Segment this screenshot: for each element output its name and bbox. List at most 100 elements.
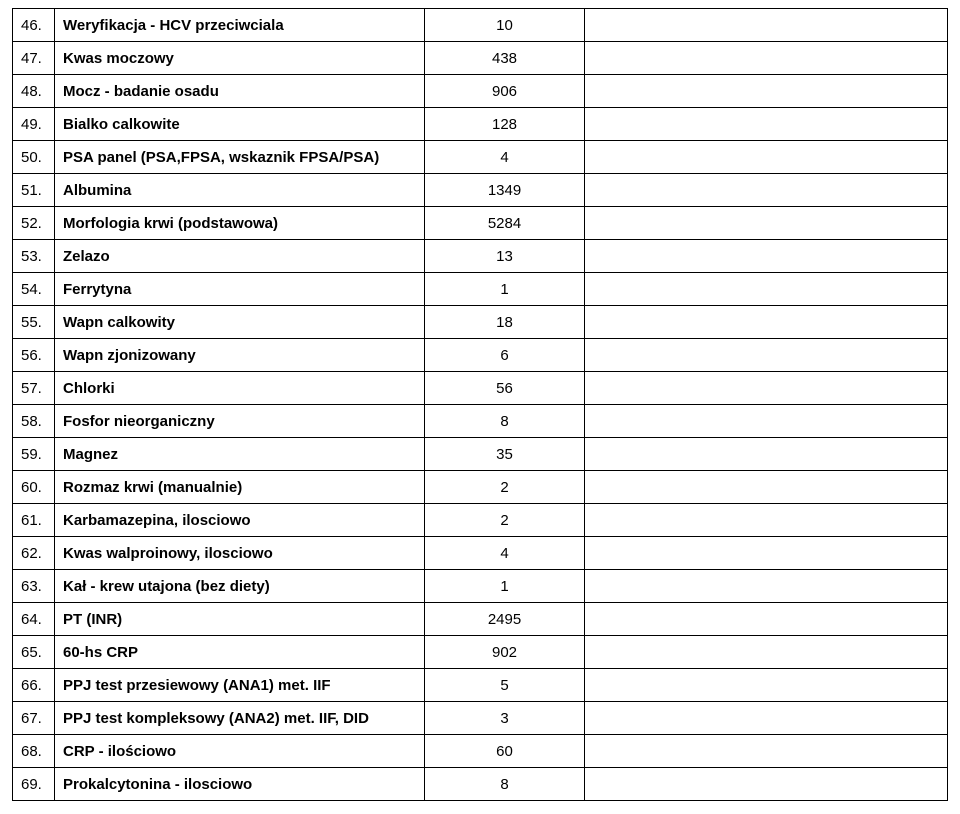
- test-name: Bialko calkowite: [55, 108, 425, 141]
- empty-cell: [585, 108, 948, 141]
- row-number: 67.: [13, 702, 55, 735]
- test-value: 2: [425, 471, 585, 504]
- table-row: 49.Bialko calkowite128: [13, 108, 948, 141]
- test-value: 18: [425, 306, 585, 339]
- table-row: 66.PPJ test przesiewowy (ANA1) met. IIF5: [13, 669, 948, 702]
- test-name: Magnez: [55, 438, 425, 471]
- table-row: 61.Karbamazepina, ilosciowo2: [13, 504, 948, 537]
- table-row: 54.Ferrytyna1: [13, 273, 948, 306]
- table-row: 52.Morfologia krwi (podstawowa)5284: [13, 207, 948, 240]
- row-number: 61.: [13, 504, 55, 537]
- table-row: 68.CRP - ilościowo60: [13, 735, 948, 768]
- row-number: 53.: [13, 240, 55, 273]
- row-number: 62.: [13, 537, 55, 570]
- test-name: PPJ test przesiewowy (ANA1) met. IIF: [55, 669, 425, 702]
- test-value: 2: [425, 504, 585, 537]
- test-value: 13: [425, 240, 585, 273]
- test-name: Mocz - badanie osadu: [55, 75, 425, 108]
- test-name: Wapn calkowity: [55, 306, 425, 339]
- row-number: 57.: [13, 372, 55, 405]
- test-value: 5: [425, 669, 585, 702]
- row-number: 63.: [13, 570, 55, 603]
- empty-cell: [585, 669, 948, 702]
- test-name: Rozmaz krwi (manualnie): [55, 471, 425, 504]
- row-number: 68.: [13, 735, 55, 768]
- test-value: 8: [425, 405, 585, 438]
- test-value: 8: [425, 768, 585, 801]
- row-number: 50.: [13, 141, 55, 174]
- table-row: 46.Weryfikacja - HCV przeciwciala10: [13, 9, 948, 42]
- empty-cell: [585, 570, 948, 603]
- empty-cell: [585, 405, 948, 438]
- test-name: Albumina: [55, 174, 425, 207]
- test-name: PPJ test kompleksowy (ANA2) met. IIF, DI…: [55, 702, 425, 735]
- row-number: 64.: [13, 603, 55, 636]
- empty-cell: [585, 537, 948, 570]
- table-row: 56.Wapn zjonizowany6: [13, 339, 948, 372]
- test-value: 438: [425, 42, 585, 75]
- row-number: 47.: [13, 42, 55, 75]
- table-row: 59.Magnez35: [13, 438, 948, 471]
- table-row: 64.PT (INR)2495: [13, 603, 948, 636]
- empty-cell: [585, 240, 948, 273]
- row-number: 65.: [13, 636, 55, 669]
- empty-cell: [585, 339, 948, 372]
- row-number: 55.: [13, 306, 55, 339]
- table-row: 50.PSA panel (PSA,FPSA, wskaznik FPSA/PS…: [13, 141, 948, 174]
- empty-cell: [585, 141, 948, 174]
- table-row: 69.Prokalcytonina - ilosciowo8: [13, 768, 948, 801]
- test-name: Zelazo: [55, 240, 425, 273]
- test-value: 128: [425, 108, 585, 141]
- table-row: 57.Chlorki56: [13, 372, 948, 405]
- test-value: 4: [425, 537, 585, 570]
- test-name: CRP - ilościowo: [55, 735, 425, 768]
- table-row: 65.60-hs CRP902: [13, 636, 948, 669]
- table-row: 63.Kał - krew utajona (bez diety)1: [13, 570, 948, 603]
- test-value: 56: [425, 372, 585, 405]
- test-name: PSA panel (PSA,FPSA, wskaznik FPSA/PSA): [55, 141, 425, 174]
- empty-cell: [585, 636, 948, 669]
- table-row: 55.Wapn calkowity18: [13, 306, 948, 339]
- row-number: 60.: [13, 471, 55, 504]
- empty-cell: [585, 207, 948, 240]
- test-name: Ferrytyna: [55, 273, 425, 306]
- test-name: Kwas walproinowy, ilosciowo: [55, 537, 425, 570]
- test-value: 1: [425, 273, 585, 306]
- table-row: 53.Zelazo13: [13, 240, 948, 273]
- empty-cell: [585, 75, 948, 108]
- empty-cell: [585, 603, 948, 636]
- row-number: 69.: [13, 768, 55, 801]
- row-number: 52.: [13, 207, 55, 240]
- table-row: 67.PPJ test kompleksowy (ANA2) met. IIF,…: [13, 702, 948, 735]
- test-name: 60-hs CRP: [55, 636, 425, 669]
- table-row: 47.Kwas moczowy438: [13, 42, 948, 75]
- empty-cell: [585, 735, 948, 768]
- empty-cell: [585, 273, 948, 306]
- row-number: 59.: [13, 438, 55, 471]
- test-name: Weryfikacja - HCV przeciwciala: [55, 9, 425, 42]
- row-number: 54.: [13, 273, 55, 306]
- row-number: 51.: [13, 174, 55, 207]
- empty-cell: [585, 438, 948, 471]
- test-name: PT (INR): [55, 603, 425, 636]
- table-row: 62.Kwas walproinowy, ilosciowo4: [13, 537, 948, 570]
- row-number: 66.: [13, 669, 55, 702]
- test-name: Kał - krew utajona (bez diety): [55, 570, 425, 603]
- table-row: 48.Mocz - badanie osadu906: [13, 75, 948, 108]
- test-value: 1: [425, 570, 585, 603]
- test-name: Karbamazepina, ilosciowo: [55, 504, 425, 537]
- empty-cell: [585, 174, 948, 207]
- lab-tests-table: 46.Weryfikacja - HCV przeciwciala1047.Kw…: [12, 8, 948, 801]
- test-value: 902: [425, 636, 585, 669]
- test-name: Morfologia krwi (podstawowa): [55, 207, 425, 240]
- test-value: 6: [425, 339, 585, 372]
- table-row: 51.Albumina1349: [13, 174, 948, 207]
- empty-cell: [585, 504, 948, 537]
- test-name: Prokalcytonina - ilosciowo: [55, 768, 425, 801]
- row-number: 48.: [13, 75, 55, 108]
- empty-cell: [585, 9, 948, 42]
- test-value: 35: [425, 438, 585, 471]
- test-name: Kwas moczowy: [55, 42, 425, 75]
- test-value: 1349: [425, 174, 585, 207]
- row-number: 58.: [13, 405, 55, 438]
